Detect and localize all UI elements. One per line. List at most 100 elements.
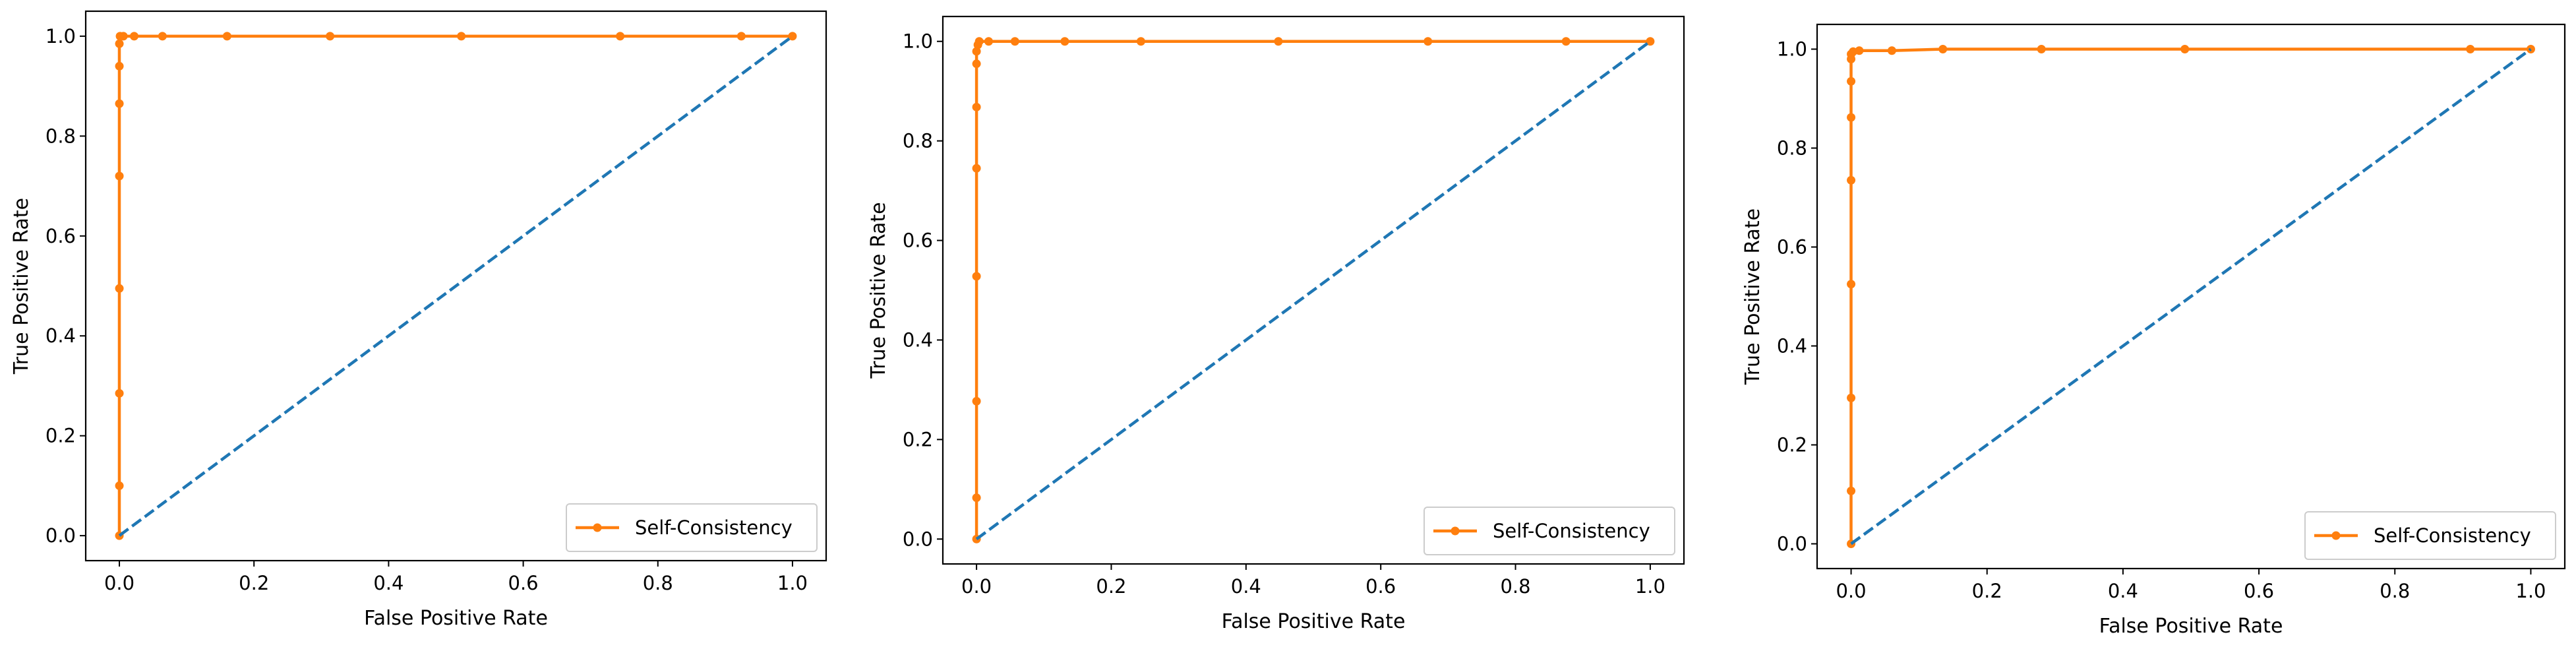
y-tick-label: 0.2 xyxy=(1777,434,1807,456)
legend-label: Self-Consistency xyxy=(2374,524,2531,547)
y-tick-label: 1.0 xyxy=(1777,38,1807,61)
x-tick-label: 0.2 xyxy=(239,572,269,594)
x-tick-label: 1.0 xyxy=(777,572,808,594)
roc-point xyxy=(2180,45,2190,53)
roc-point xyxy=(1847,113,1856,122)
roc-point xyxy=(972,396,981,406)
roc-point xyxy=(1646,37,1655,46)
axes-frame xyxy=(1816,23,2566,570)
y-tick-label: 0.4 xyxy=(1777,335,1807,357)
roc-point xyxy=(1847,393,1856,402)
roc-point xyxy=(2466,45,2475,53)
roc-point xyxy=(1274,37,1283,46)
roc-point xyxy=(457,32,466,41)
legend-box xyxy=(1423,507,1675,555)
roc-chart-2: 0.0 0.2 0.4 0.6 0.8 1.0 0.0 0.2 0.4 0.6 0.8 1.0 Fals… xyxy=(867,15,1685,633)
roc-point xyxy=(115,61,124,71)
y-tick-label: 0.0 xyxy=(903,528,933,550)
y-tick-label: 0.4 xyxy=(45,325,76,347)
roc-chart-3: 0.0 0.2 0.4 0.6 0.8 1.0 0.0 0.2 0.4 0.6 0.8 1.0 Fals… xyxy=(1741,23,2566,638)
x-tick-label: 0.0 xyxy=(1836,580,1866,602)
roc-point xyxy=(1060,37,1069,46)
roc-point xyxy=(1847,77,1856,86)
x-tick-label: 1.0 xyxy=(1635,575,1665,598)
y-tick-label: 0.2 xyxy=(903,428,933,450)
x-axis-label: False Positive Rate xyxy=(1222,610,1406,633)
x-tick-label: 0.6 xyxy=(508,572,539,594)
legend-marker xyxy=(1451,526,1460,536)
x-tick-label: 0.0 xyxy=(104,572,135,594)
roc-point xyxy=(1847,486,1856,495)
x-tick-label: 0.4 xyxy=(373,572,404,594)
legend-marker xyxy=(593,523,602,532)
roc-point xyxy=(115,171,124,181)
roc-point xyxy=(972,47,981,56)
roc-point xyxy=(972,164,981,173)
legend-box xyxy=(566,503,818,552)
roc-point xyxy=(115,388,124,398)
y-tick-label: 1.0 xyxy=(45,25,76,47)
y-axis-label: True Positive Rate xyxy=(1741,208,1764,385)
y-tick-label: 0.8 xyxy=(1777,137,1807,160)
legend: Self-Consistency xyxy=(566,503,818,552)
y-tick-label: 0.6 xyxy=(903,230,933,252)
y-tick-label: 0.0 xyxy=(1777,533,1807,555)
roc-point xyxy=(788,32,797,41)
axes-frame xyxy=(942,15,1685,565)
legend-marker xyxy=(2331,531,2341,540)
roc-point xyxy=(1855,46,1864,55)
roc-point xyxy=(158,32,167,41)
roc-point xyxy=(736,32,746,41)
x-tick-label: 0.0 xyxy=(961,575,992,598)
y-tick-label: 0.4 xyxy=(903,328,933,351)
legend: Self-Consistency xyxy=(2304,511,2556,560)
y-tick-label: 0.8 xyxy=(903,130,933,152)
roc-point xyxy=(115,39,124,48)
roc-point xyxy=(972,59,981,69)
axes-frame xyxy=(84,10,827,562)
roc-point xyxy=(2037,45,2046,53)
x-tick-label: 0.6 xyxy=(1365,575,1396,598)
x-tick-label: 0.4 xyxy=(2108,580,2138,602)
roc-point xyxy=(115,284,124,293)
roc-point xyxy=(222,32,231,41)
x-tick-label: 0.8 xyxy=(2380,580,2410,602)
roc-point xyxy=(972,493,981,503)
roc-chart-1: 0.0 0.2 0.4 0.6 0.8 1.0 0.0 0.2 0.4 0.6 0.8 1.0 Fals… xyxy=(10,10,827,630)
x-tick-label: 1.0 xyxy=(2515,580,2546,602)
roc-point xyxy=(326,32,335,41)
y-tick-label: 0.6 xyxy=(45,225,76,247)
x-tick-label: 0.4 xyxy=(1231,575,1261,598)
x-tick-label: 0.2 xyxy=(1096,575,1126,598)
roc-point xyxy=(974,37,984,46)
x-tick-label: 0.2 xyxy=(1972,580,2002,602)
legend-box xyxy=(2304,511,2556,560)
roc-point xyxy=(1847,280,1856,289)
roc-point xyxy=(972,272,981,281)
roc-point xyxy=(972,102,981,111)
y-tick-label: 1.0 xyxy=(903,30,933,53)
roc-point xyxy=(1847,175,1856,185)
y-tick-label: 0.0 xyxy=(45,524,76,547)
roc-point xyxy=(616,32,625,41)
chance-diagonal-line xyxy=(975,40,1652,541)
roc-point xyxy=(115,99,124,108)
roc-point xyxy=(1561,37,1571,46)
roc-point xyxy=(1136,37,1145,46)
y-axis-label: True Positive Rate xyxy=(10,198,33,375)
roc-point xyxy=(1887,46,1896,55)
chance-diagonal-line xyxy=(118,35,794,537)
roc-point xyxy=(115,481,124,490)
roc-point xyxy=(1010,37,1019,46)
roc-point xyxy=(130,32,139,41)
roc-point xyxy=(1938,45,1948,53)
x-tick-label: 0.8 xyxy=(643,572,673,594)
chance-diagonal-line xyxy=(1850,47,2532,545)
x-tick-label: 0.6 xyxy=(2244,580,2274,602)
x-axis-label: False Positive Rate xyxy=(2099,615,2283,638)
y-tick-label: 0.2 xyxy=(45,425,76,447)
y-axis-label: True Positive Rate xyxy=(867,202,890,379)
y-tick-label: 0.8 xyxy=(45,125,76,147)
x-axis-label: False Positive Rate xyxy=(364,607,548,630)
